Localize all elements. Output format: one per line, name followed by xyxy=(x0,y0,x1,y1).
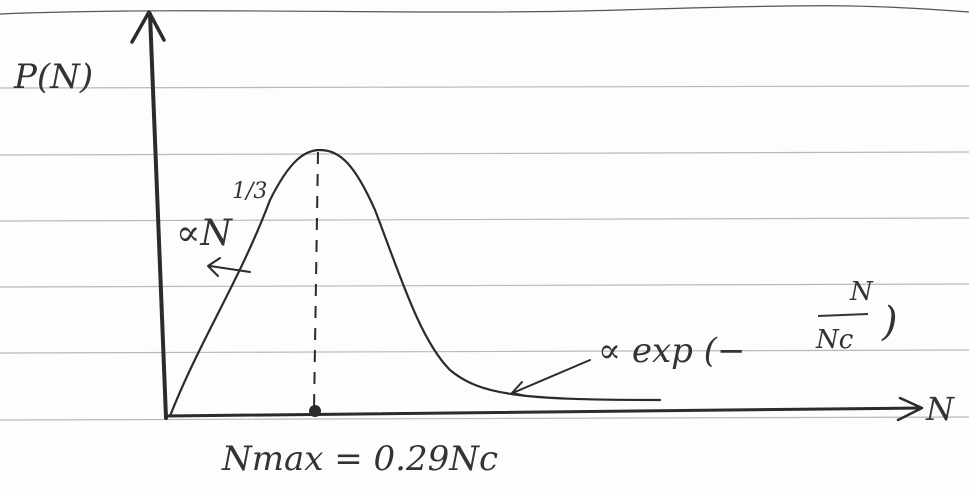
svg-text:1/3: 1/3 xyxy=(232,179,267,204)
left-tail-arrow xyxy=(207,257,251,277)
right-tail-label: ∝ exp (− N Nc ) xyxy=(598,277,898,371)
svg-text:∝ exp (−: ∝ exp (− xyxy=(598,331,745,371)
svg-text:∝N: ∝N xyxy=(176,213,233,254)
svg-text:): ) xyxy=(881,299,898,345)
distribution-curve xyxy=(168,148,662,418)
x-axis xyxy=(164,396,924,422)
peak-marker-dot xyxy=(309,405,321,417)
right-tail-arrow xyxy=(511,359,591,397)
peak-dashed-line xyxy=(313,151,319,411)
peak-label: Nmax = 0.29Nc xyxy=(221,439,498,479)
torn-page-edge xyxy=(0,5,969,15)
ruled-lines xyxy=(0,85,969,421)
svg-text:Nc: Nc xyxy=(815,325,854,355)
svg-text:N: N xyxy=(849,277,874,307)
x-axis-label: N xyxy=(925,390,955,428)
y-axis-label: P(N) xyxy=(13,57,93,97)
left-tail-label: ∝N 1/3 xyxy=(176,179,267,254)
y-axis xyxy=(130,10,168,420)
